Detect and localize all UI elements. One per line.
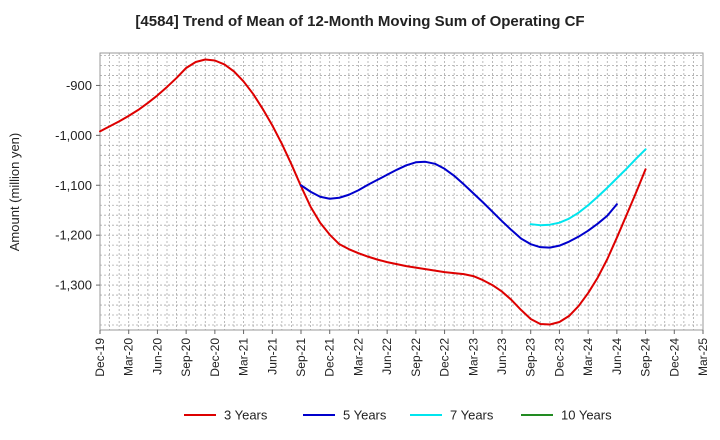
x-tick-label: Mar-24 (581, 338, 595, 376)
y-tick-label: -1,000 (55, 128, 92, 143)
plot-area (99, 52, 704, 331)
series-line-5-years (300, 160, 618, 249)
y-tick-label: -1,100 (55, 178, 92, 193)
x-axis: Dec-19 Mar-20 Jun-20 Sep-20 Dec-20 Mar-21 Jun-… (93, 330, 710, 377)
x-tick-label: Sep-24 (639, 338, 653, 377)
x-tick-label: Dec-20 (208, 338, 222, 377)
x-tick-label: Sep-20 (179, 338, 193, 377)
series-line-7-years (529, 148, 647, 227)
y-axis: -900 -1,000 -1,100 -1,200 -1,300 (55, 78, 100, 293)
x-tick-label: Jun-24 (610, 338, 624, 375)
x-tick-label: Dec-19 (93, 338, 107, 377)
legend-label: 7 Years (450, 408, 494, 423)
series-lines (99, 58, 647, 326)
x-tick-label: Jun-21 (265, 338, 279, 375)
x-tick-label: Dec-23 (552, 338, 566, 377)
x-tick-label: Mar-23 (466, 338, 480, 376)
x-tick-label: Mar-21 (237, 338, 251, 376)
legend-label: 10 Years (561, 408, 612, 423)
x-tick-label: Jun-22 (380, 338, 394, 375)
x-tick-label: Dec-24 (667, 338, 681, 377)
legend: 3 Years 5 Years 7 Years 10 Years (184, 408, 612, 423)
x-tick-label: Sep-21 (294, 338, 308, 377)
legend-label: 3 Years (224, 408, 268, 423)
x-tick-label: Mar-20 (122, 338, 136, 376)
grid (100, 53, 703, 330)
y-axis-label: Amount (million yen) (7, 133, 22, 252)
y-tick-label: -1,300 (55, 278, 92, 293)
legend-label: 5 Years (343, 408, 387, 423)
series-line-3-years (99, 58, 647, 326)
y-tick-label: -1,200 (55, 228, 92, 243)
x-tick-label: Dec-22 (438, 338, 452, 377)
x-tick-label: Mar-22 (351, 338, 365, 376)
x-tick-label: Dec-21 (323, 338, 337, 377)
x-tick-label: Mar-25 (696, 338, 710, 376)
y-tick-label: -900 (66, 78, 92, 93)
x-tick-label: Jun-20 (150, 338, 164, 375)
x-tick-label: Sep-22 (409, 338, 423, 377)
chart-title: [4584] Trend of Mean of 12-Month Moving … (135, 13, 584, 30)
x-tick-label: Sep-23 (524, 338, 538, 377)
x-tick-label: Jun-23 (495, 338, 509, 375)
